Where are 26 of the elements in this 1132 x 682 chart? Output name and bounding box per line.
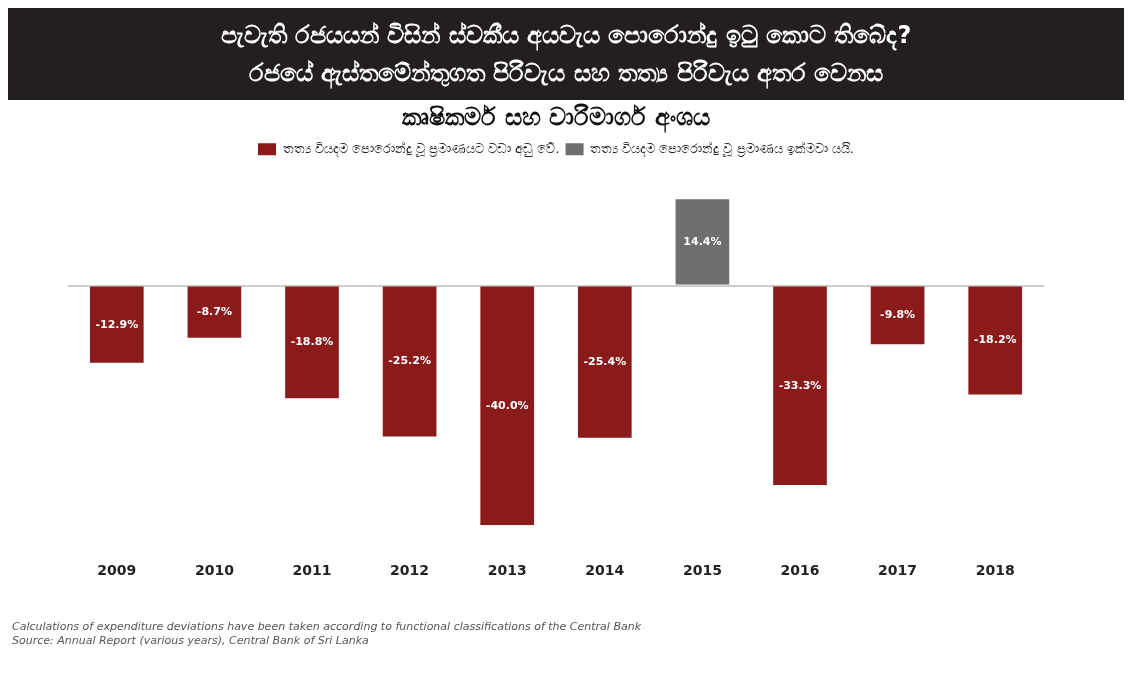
data-label: 14.4% — [683, 234, 722, 248]
data-label: -40.0% — [485, 398, 529, 412]
legend-label: තත්‍ය වියදම පොරොන්දු වූ ප්‍රමාණය ඉක්මවා යයි. — [590, 140, 854, 157]
data-label: -18.8% — [290, 335, 334, 349]
x-tick-label: 2014 — [585, 562, 625, 579]
legend-label: තත්‍ය වියදම පොරොන්දු වූ ප්‍රමාණයට වඩා අඩු වේ. — [282, 140, 560, 157]
data-label: -12.9% — [95, 317, 139, 331]
data-label: -9.8% — [880, 308, 916, 322]
x-tick-label: 2016 — [780, 562, 820, 579]
x-tick-label: 2017 — [878, 562, 918, 579]
x-tick-label: 2009 — [97, 562, 137, 579]
source-note: Source: Annual Report (various years), Central Bank of Sri Lanka — [12, 634, 370, 648]
chart-title: පැවැති රජයයන් විසින් ස්වකීය අයවැය පොරොන්දු ඉටු කොට තිබේද? රජයේ ඇස්තමේන්තුගත පිරිවැය සහ තත්‍ය පිරිවැය අතර වෙනස — [219, 20, 913, 91]
x-tick-label: 2015 — [682, 562, 722, 579]
x-tick-label: 2013 — [487, 562, 527, 579]
data-label: -25.2% — [388, 354, 431, 368]
data-label: -8.7% — [196, 305, 232, 319]
chart-subtitle: කෘෂිකර්ම සහ වාරිමාර්ග අංශය — [402, 102, 710, 133]
data-label: -18.2% — [973, 333, 1017, 347]
x-tick-label: 2018 — [975, 562, 1015, 579]
data-label: -33.3% — [778, 378, 822, 392]
x-tick-label: 2011 — [292, 562, 332, 579]
x-tick-label: 2010 — [194, 562, 235, 579]
x-tick-label: 2012 — [390, 562, 430, 579]
data-label: -25.4% — [583, 355, 627, 369]
text: Calculations of expenditure deviations have been taken according to functional classifications of the Central Bank — [12, 620, 642, 634]
